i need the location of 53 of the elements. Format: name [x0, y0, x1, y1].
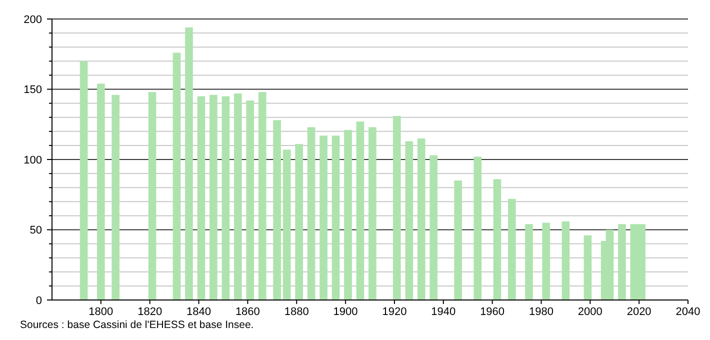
- x-tick-label: 1800: [88, 306, 114, 318]
- y-tick-label: 50: [30, 224, 42, 237]
- bar: [282, 150, 291, 300]
- x-tick-label: 1820: [138, 306, 162, 318]
- x-tick-label: 2000: [578, 306, 602, 318]
- x-tick-label: 1940: [431, 306, 456, 318]
- bar: [185, 27, 193, 300]
- bar: [97, 84, 105, 300]
- x-tick-label: 2020: [626, 306, 652, 318]
- bar: [493, 179, 502, 300]
- bar: [508, 198, 516, 300]
- bar: [356, 122, 364, 300]
- bar: [307, 127, 316, 300]
- x-tick-label: 1920: [382, 306, 407, 318]
- y-tick-label: 0: [36, 294, 42, 307]
- bar: [584, 235, 592, 300]
- x-tick-label: 1980: [528, 306, 554, 318]
- bar: [430, 155, 438, 300]
- bar: [222, 96, 230, 300]
- bar: [368, 127, 376, 300]
- bar: [258, 92, 266, 300]
- bar: [562, 221, 570, 300]
- bar: [332, 136, 340, 300]
- y-tick-label: 100: [24, 154, 42, 166]
- bar: [392, 116, 401, 300]
- bar: [234, 93, 242, 300]
- bar: [197, 96, 206, 300]
- bar: [246, 100, 254, 300]
- bar: [525, 224, 533, 300]
- bar: [112, 94, 120, 300]
- bar: [210, 94, 218, 300]
- bar: [80, 61, 88, 300]
- bar: [148, 92, 156, 300]
- x-tick-label: 1960: [480, 306, 505, 318]
- bar: [542, 222, 550, 300]
- bar: [295, 144, 303, 300]
- bar: [172, 52, 181, 300]
- x-tick-label: 1840: [186, 306, 212, 318]
- bar: [320, 136, 328, 300]
- bar: [474, 156, 482, 300]
- x-tick-label: 1900: [333, 306, 358, 318]
- bar: [273, 120, 281, 300]
- bar: [344, 130, 352, 300]
- x-tick-label: 1880: [284, 306, 309, 318]
- bar: [417, 138, 426, 300]
- source-note: Sources : base Cassini de l'EHESS et base Insee.: [20, 319, 254, 331]
- y-tick-label: 150: [24, 84, 42, 96]
- bar: [618, 224, 626, 300]
- x-tick-label: 1860: [235, 306, 260, 318]
- y-tick-label: 200: [24, 14, 42, 26]
- x-tick-label: 2040: [676, 306, 700, 318]
- bar: [405, 141, 414, 300]
- bar: [454, 180, 462, 300]
